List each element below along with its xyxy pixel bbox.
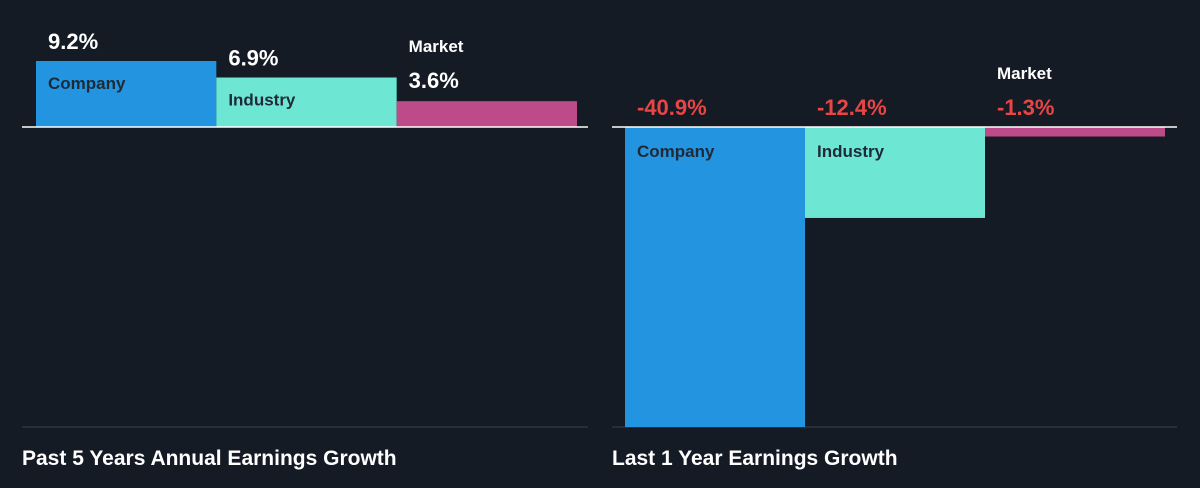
bar-company — [625, 127, 805, 427]
chart-title-past-5-years: Past 5 Years Annual Earnings Growth — [22, 447, 397, 470]
category-label-industry: Industry — [228, 91, 296, 110]
value-label-market: -1.3% — [997, 95, 1054, 120]
bar-industry — [805, 127, 985, 218]
category-label-company: Company — [48, 74, 126, 93]
category-label-company: Company — [637, 142, 715, 161]
value-label-company: 9.2% — [48, 29, 98, 54]
category-label-industry: Industry — [817, 142, 885, 161]
value-label-company: -40.9% — [637, 95, 707, 120]
chart-title-last-1-year: Last 1 Year Earnings Growth — [612, 447, 898, 470]
value-label-industry: 6.9% — [228, 46, 278, 71]
chart-past-5-years: 9.2% Company 6.9% Industry 3.6% Market — [22, 29, 588, 428]
bar-company — [36, 61, 217, 127]
bar-market — [985, 127, 1165, 137]
bar-industry — [216, 77, 397, 127]
chart-last-1-year: -40.9% Company -12.4% Industry -1.3% Market — [612, 64, 1177, 428]
value-label-market: 3.6% — [409, 68, 459, 93]
value-label-industry: -12.4% — [817, 95, 887, 120]
bar-market — [396, 101, 577, 127]
category-label-market: Market — [409, 37, 464, 56]
category-label-market: Market — [997, 64, 1052, 83]
